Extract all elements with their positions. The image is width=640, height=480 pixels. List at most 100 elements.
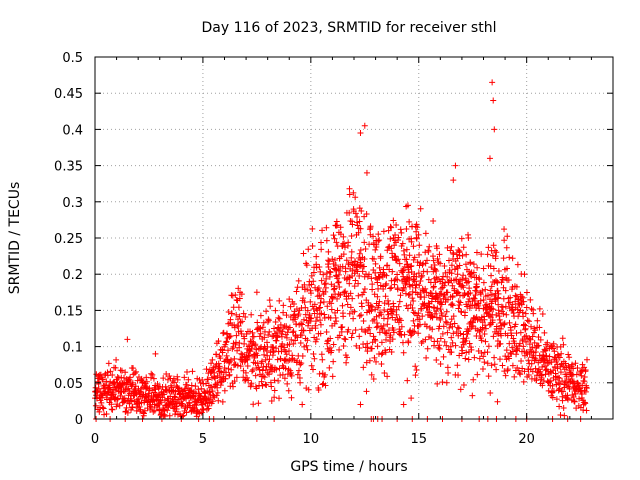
data-point <box>124 336 131 343</box>
data-point <box>463 349 470 356</box>
data-point <box>437 306 444 313</box>
data-point <box>392 257 399 264</box>
data-point <box>543 352 550 359</box>
data-point <box>131 370 138 377</box>
data-point <box>391 281 398 288</box>
data-point <box>403 278 410 285</box>
data-point <box>380 228 387 235</box>
data-point <box>426 243 433 250</box>
data-point <box>264 369 271 376</box>
data-point <box>408 395 415 402</box>
data-point <box>459 252 466 259</box>
data-point <box>361 286 368 293</box>
data-point <box>467 302 474 309</box>
data-point <box>521 368 528 375</box>
data-point <box>454 271 461 278</box>
data-point <box>450 313 457 320</box>
data-point <box>408 262 415 269</box>
data-point <box>321 314 328 321</box>
data-point <box>430 218 437 225</box>
data-point <box>472 315 479 322</box>
data-point <box>285 387 292 394</box>
data-point <box>339 323 346 330</box>
data-point <box>227 316 234 323</box>
y-tick-label: 0.35 <box>54 160 83 175</box>
data-point <box>397 292 404 299</box>
data-point <box>459 276 466 283</box>
data-point <box>404 202 411 209</box>
data-point <box>423 323 430 330</box>
data-point <box>420 301 427 308</box>
data-point <box>211 374 218 381</box>
data-point <box>388 245 395 252</box>
data-point <box>109 372 116 379</box>
data-point <box>503 347 510 354</box>
data-point <box>351 308 358 315</box>
data-point <box>384 308 391 315</box>
data-point <box>232 291 239 298</box>
data-point <box>528 360 535 367</box>
data-point <box>442 298 449 305</box>
data-point <box>96 375 103 382</box>
data-point <box>310 366 317 373</box>
data-point <box>545 387 552 394</box>
data-point <box>307 290 314 297</box>
data-point <box>158 399 165 406</box>
data-point <box>335 271 342 278</box>
data-point <box>304 286 311 293</box>
data-point <box>233 374 240 381</box>
data-point <box>117 367 124 374</box>
data-point <box>317 330 324 337</box>
data-point <box>227 332 234 339</box>
data-point <box>183 409 190 416</box>
data-point <box>286 324 293 331</box>
data-point <box>496 356 503 363</box>
data-point <box>293 321 300 328</box>
data-point <box>371 354 378 361</box>
data-point <box>513 330 520 337</box>
data-point <box>553 396 560 403</box>
data-point <box>384 247 391 254</box>
data-point <box>401 331 408 338</box>
data-point <box>523 349 530 356</box>
data-point <box>393 311 400 318</box>
data-point <box>326 258 333 265</box>
data-point <box>464 331 471 338</box>
data-point <box>488 362 495 369</box>
data-point <box>105 360 112 367</box>
data-point <box>468 324 475 331</box>
data-point <box>382 282 389 289</box>
y-tick-label: 0.1 <box>62 341 83 356</box>
data-point <box>490 97 497 104</box>
data-point <box>381 271 388 278</box>
data-point <box>584 356 591 363</box>
data-point <box>317 317 324 324</box>
y-axis-title: SRMTID / TECUs <box>7 182 23 295</box>
data-point <box>539 310 546 317</box>
data-point <box>537 368 544 375</box>
data-point <box>185 376 192 383</box>
data-point <box>512 321 519 328</box>
data-point <box>223 352 230 359</box>
data-point <box>363 388 370 395</box>
data-point <box>490 333 497 340</box>
data-point <box>368 307 375 314</box>
data-point <box>504 277 511 284</box>
data-point <box>299 353 306 360</box>
data-point <box>235 304 242 311</box>
data-point <box>503 311 510 318</box>
data-point <box>416 282 423 289</box>
data-point <box>289 329 296 336</box>
data-point <box>331 235 338 242</box>
data-points <box>92 79 591 422</box>
data-point <box>330 358 337 365</box>
data-point <box>373 358 380 365</box>
data-point <box>288 369 295 376</box>
data-point <box>184 368 191 375</box>
data-point <box>453 290 460 297</box>
data-point <box>493 312 500 319</box>
data-point <box>114 373 121 380</box>
data-point <box>425 300 432 307</box>
data-point <box>376 264 383 271</box>
data-point <box>487 314 494 321</box>
